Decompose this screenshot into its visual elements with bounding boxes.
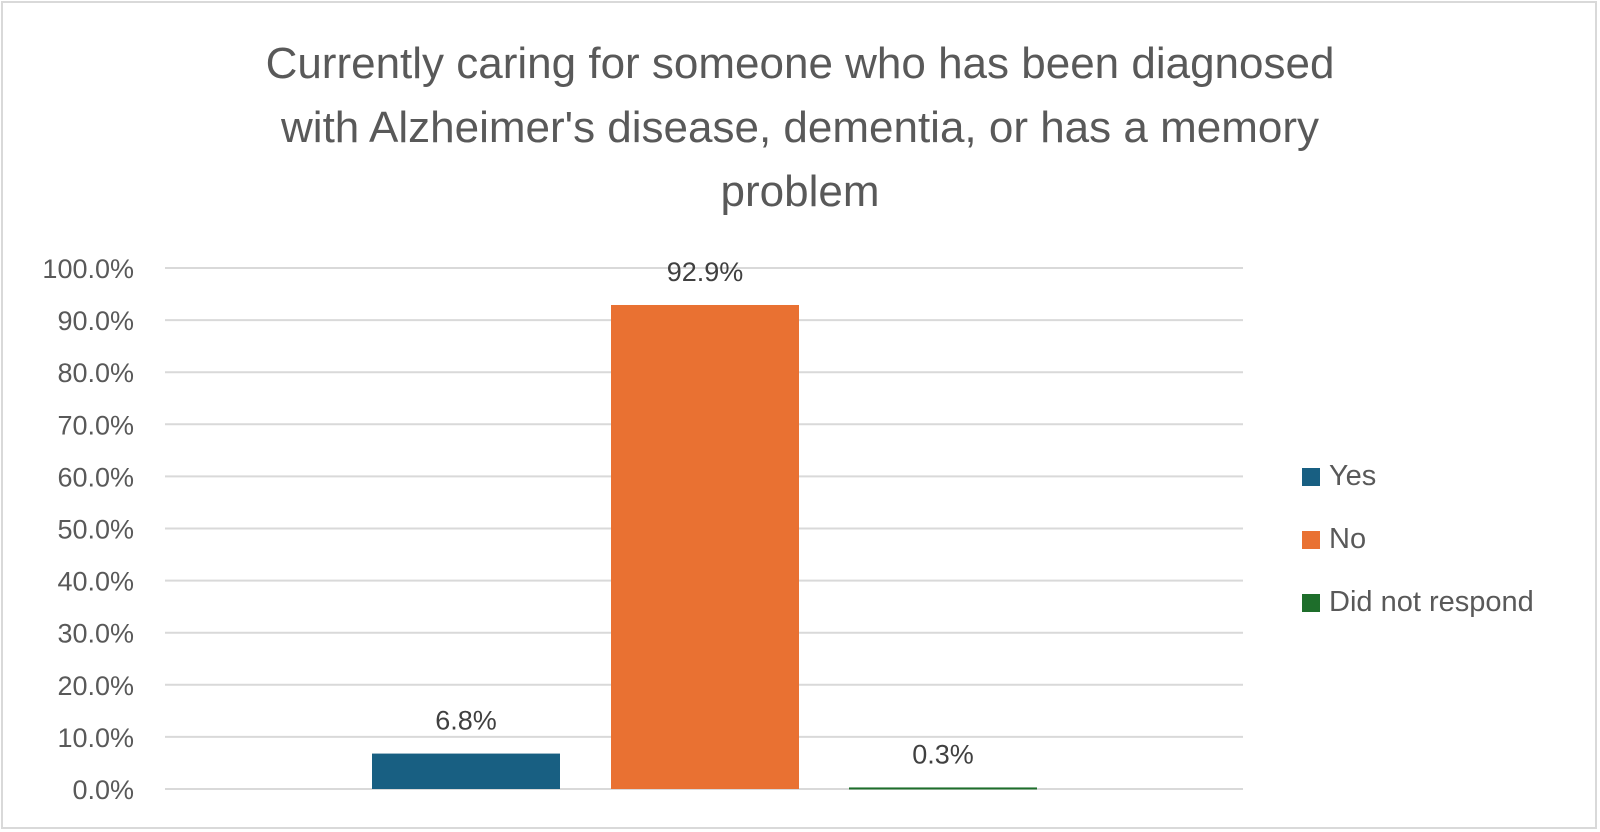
y-tick-label: 10.0% bbox=[57, 723, 134, 753]
legend-swatch bbox=[1302, 467, 1320, 486]
y-tick-label: 90.0% bbox=[57, 306, 134, 336]
title-line: with Alzheimer's disease, dementia, or h… bbox=[281, 103, 1319, 152]
y-tick-label: 50.0% bbox=[57, 515, 134, 545]
legend-item-did-not-respond: Did not respond bbox=[1302, 571, 1534, 634]
legend-swatch bbox=[1302, 530, 1320, 549]
chart-title: Currently caring for someone who has bee… bbox=[150, 32, 1450, 224]
bar-no bbox=[611, 304, 799, 789]
legend-item-yes: Yes bbox=[1302, 445, 1534, 508]
y-tick-label: 0.0% bbox=[72, 775, 134, 805]
data-label: 0.3% bbox=[912, 739, 974, 769]
y-tick-label: 70.0% bbox=[57, 410, 134, 440]
title-line: problem bbox=[720, 167, 880, 216]
bar-yes bbox=[372, 753, 560, 789]
legend-swatch bbox=[1302, 593, 1320, 612]
legend-label: Yes bbox=[1329, 460, 1377, 492]
y-tick-label: 20.0% bbox=[57, 671, 134, 701]
y-tick-label: 60.0% bbox=[57, 462, 134, 492]
y-tick-label: 40.0% bbox=[57, 567, 134, 597]
title-line: Currently caring for someone who has bee… bbox=[265, 39, 1335, 88]
data-label: 6.8% bbox=[435, 706, 497, 736]
y-tick-label: 30.0% bbox=[57, 619, 134, 649]
legend-item-no: No bbox=[1302, 508, 1534, 571]
y-tick-label: 100.0% bbox=[42, 254, 134, 284]
legend-label: Did not respond bbox=[1329, 586, 1534, 618]
legend: Yes No Did not respond bbox=[1302, 445, 1534, 634]
bar-did-not-respond bbox=[849, 787, 1037, 790]
legend-label: No bbox=[1329, 523, 1367, 555]
data-label: 92.9% bbox=[667, 257, 744, 287]
y-tick-label: 80.0% bbox=[57, 358, 134, 388]
